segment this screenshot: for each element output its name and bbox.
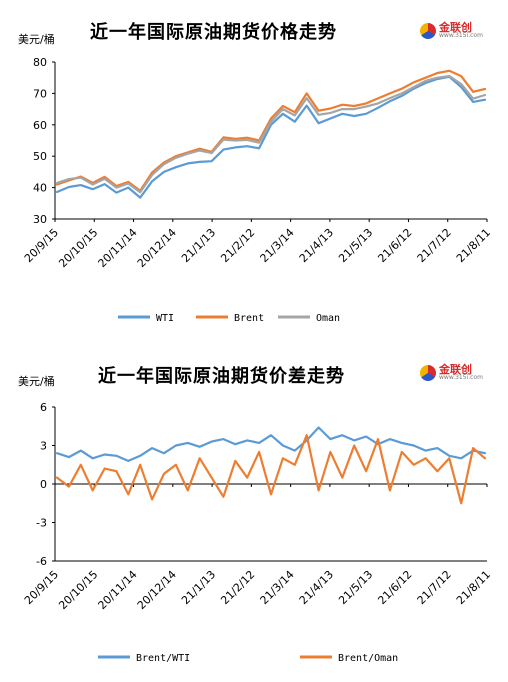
spread-y-tick-label: 0 (40, 478, 47, 491)
logo-mark-icon (420, 22, 436, 39)
spread-x-tick-label: 20/11/14 (96, 568, 140, 612)
spread-x-tick-label: 21/7/12 (415, 568, 454, 607)
price-x-tick-label: 21/6/12 (375, 226, 414, 265)
logo-mark-icon (420, 364, 436, 381)
logo-sub: www.315i.com (439, 32, 483, 39)
legend-label: Oman (316, 313, 340, 324)
price-x-tick-label: 21/3/14 (258, 226, 297, 265)
spread-series-brent-oman (55, 434, 487, 505)
legend-label: Brent (234, 313, 264, 324)
price-y-tick-label: 70 (33, 87, 47, 100)
spread-x-tick-label: 21/8/11 (454, 568, 493, 607)
spread-x-tick-label: 21/5/13 (336, 568, 375, 607)
logo-sub: www.315i.com (439, 374, 483, 381)
price-y-tick-label: 60 (33, 119, 47, 132)
price-x-tick-label: 21/5/13 (336, 226, 375, 265)
spread-x-tick-label: 20/9/15 (22, 568, 61, 607)
spread-chart-title: 近一年国际原油期货价差走势 (98, 366, 345, 387)
spread-x-tick-label: 20/10/15 (56, 568, 100, 612)
legend-label: Brent/WTI (136, 653, 190, 664)
price-chart: 30 40 50 60 70 80 20/9/1520/10/1520/11/1420/12… (22, 56, 493, 324)
price-series-wti (55, 75, 487, 199)
price-x-tick-label: 20/12/14 (135, 226, 179, 270)
spread-unit-label: 美元/桶 (18, 375, 55, 388)
spread-y-tick-label: 6 (40, 401, 47, 414)
logo-name: 金联创 (439, 363, 472, 376)
spread-x-tick-label: 21/3/14 (258, 568, 297, 607)
spread-x-tick-label: 21/4/13 (297, 568, 336, 607)
logo-name: 金联创 (439, 21, 472, 34)
price-chart-title: 近一年国际原油期货价格走势 (90, 22, 337, 43)
legend-label: WTI (156, 313, 174, 324)
price-series-brent (55, 69, 487, 192)
spread-x-tick-label: 20/12/14 (135, 568, 179, 612)
price-y-tick-label: 50 (33, 150, 47, 163)
price-x-tick-label: 21/4/13 (297, 226, 336, 265)
price-series-oman (55, 74, 487, 194)
price-y-tick-label: 80 (33, 56, 47, 69)
spread-y-tick-label: -3 (36, 517, 47, 530)
price-x-tick-label: 20/9/15 (22, 226, 61, 265)
spread-series-brent-wti (55, 426, 487, 462)
brand-logo-2: 金联创 www.315i.com (420, 364, 483, 381)
spread-legend: Brent/WTI Brent/Oman (98, 653, 398, 664)
spread-x-tick-label: 21/6/12 (375, 568, 414, 607)
price-x-tick-label: 20/11/14 (96, 226, 140, 270)
spread-y-tick-label: -6 (36, 555, 47, 568)
price-unit-label: 美元/桶 (18, 33, 55, 46)
price-legend: WTI Brent Oman (118, 313, 340, 324)
price-x-tick-label: 21/2/12 (218, 226, 257, 265)
spread-x-tick-label: 21/2/12 (218, 568, 257, 607)
price-x-tick-label: 20/10/15 (56, 226, 100, 270)
price-x-tick-label: 21/1/13 (179, 226, 218, 265)
price-x-tick-label: 21/8/11 (454, 226, 493, 265)
legend-label: Brent/Oman (338, 653, 398, 664)
price-x-tick-label: 21/7/12 (415, 226, 454, 265)
price-y-tick-label: 30 (33, 213, 47, 226)
brand-logo: 金联创 www.315i.com (420, 22, 483, 39)
price-y-tick-label: 40 (33, 182, 47, 195)
spread-y-tick-label: 3 (40, 440, 47, 453)
spread-x-tick-label: 21/1/13 (179, 568, 218, 607)
